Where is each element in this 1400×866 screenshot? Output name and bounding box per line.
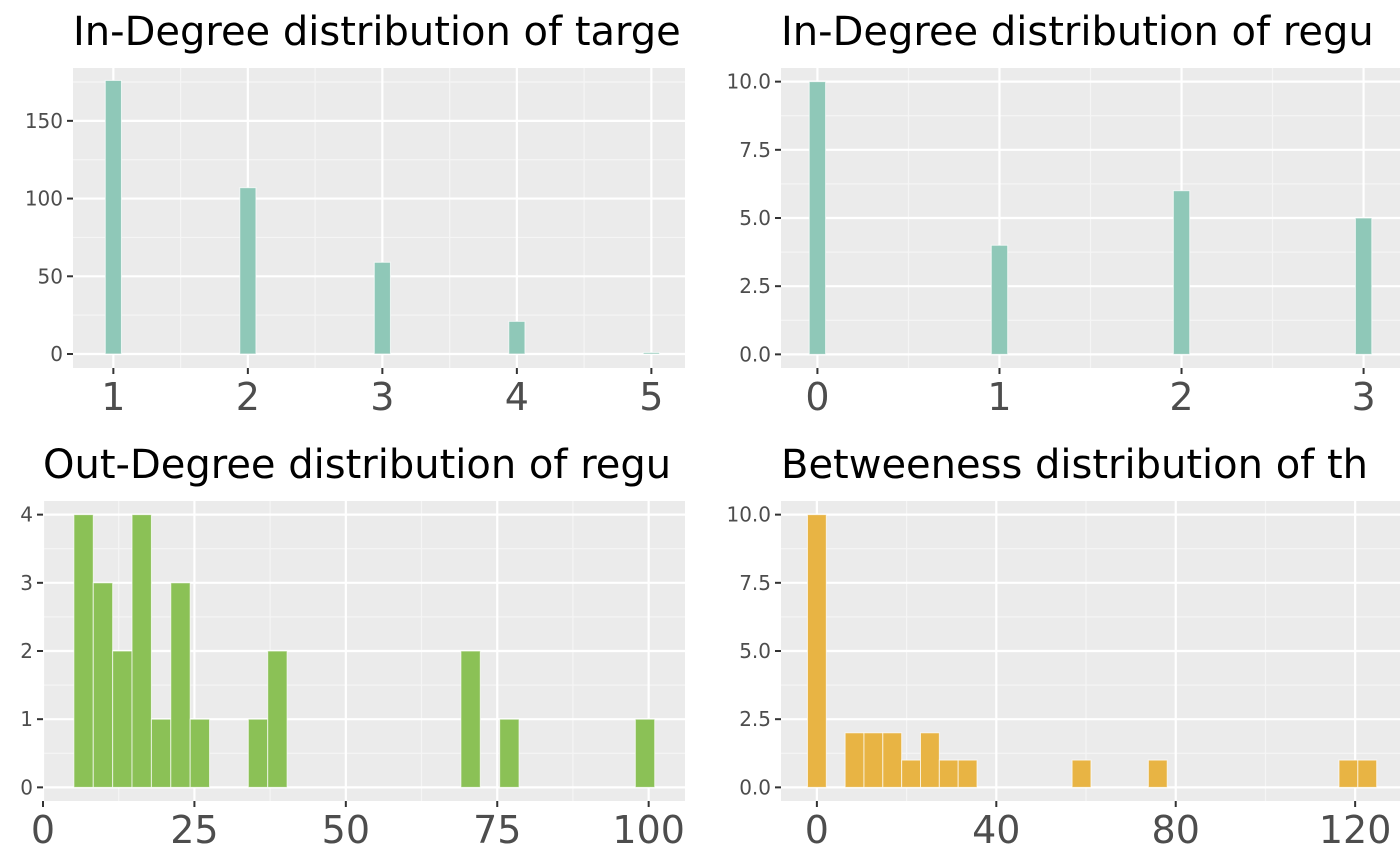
y-tick-label: 1 [20,707,33,731]
bar [1338,759,1359,788]
y-tick-label: 2 [20,639,33,663]
x-tick-label: 50 [322,808,370,852]
x-tick-label: 0 [31,808,55,852]
bar [806,514,827,788]
bar [901,759,921,788]
bars [104,79,660,355]
bars [808,81,1373,355]
y-tick-label: 3 [20,571,33,595]
bars [806,514,1378,788]
y-tick-label: 0.0 [739,775,771,799]
bar [863,732,884,788]
bar [634,718,656,788]
x-tick-label: 4 [505,375,529,419]
bar [189,718,211,788]
y-tick-label: 50 [38,264,63,288]
x-tick-label: 25 [170,808,218,852]
x-tick-label: 120 [1319,808,1392,852]
bar [919,732,940,788]
x-tick-label: 5 [639,375,663,419]
y-tick-label: 5.0 [739,639,771,663]
y-tick-label: 10.0 [726,503,771,527]
chart-title: Out-Degree distribution of regu [43,442,671,488]
y-tick-label: 7.5 [739,571,771,595]
bar [808,81,827,355]
x-tick-label: 80 [1152,808,1200,852]
chart-title: In-Degree distribution of regu [781,9,1374,55]
x-tick-label: 2 [236,375,260,419]
bar [131,514,152,788]
chart-title: Betweeness distribution of th [781,442,1368,488]
bar [150,718,172,788]
y-tick-label: 0 [50,342,63,366]
x-tick-label: 40 [972,808,1020,852]
bar [844,732,865,788]
bar [1354,217,1373,355]
bar [373,261,391,355]
x-tick-label: 75 [473,808,521,852]
y-tick-label: 0 [20,775,33,799]
bar [499,718,520,788]
panel-out-degree-regulators: 0 1 2 3 4 0 25 50 75 100 Out-Degree distribution o… [20,442,685,852]
bar [1071,759,1092,788]
bar [882,732,903,788]
bar [73,514,94,788]
bar [104,79,122,355]
bar [170,582,191,788]
bar [267,650,288,788]
x-tick-label: 3 [370,375,394,419]
bar [92,582,114,788]
bar [1147,759,1168,788]
bar [508,320,526,355]
x-tick-label: 0 [805,375,829,419]
y-tick-label: 0.0 [739,342,771,366]
y-tick-label: 150 [25,109,63,133]
x-tick-label: 0 [805,808,829,852]
x-tick-label: 100 [612,808,685,852]
x-tick-label: 3 [1351,375,1375,419]
bar [112,650,133,788]
bar [938,759,959,788]
bar [460,650,481,788]
bar [239,187,257,355]
x-tick-label: 1 [987,375,1011,419]
y-tick-label: 2.5 [739,707,771,731]
y-tick-label: 7.5 [739,138,771,162]
bar [1172,190,1191,355]
bar [642,351,660,355]
chart-title: In-Degree distribution of targe [73,9,681,55]
bar [957,759,978,788]
y-tick-label: 10.0 [726,70,771,94]
bar [990,244,1009,355]
bar [1357,759,1378,788]
y-tick-label: 100 [25,187,63,211]
panel-in-degree-regulators: 0.0 2.5 5.0 7.5 10.0 0 1 2 3 In-Degree distributi… [726,9,1400,419]
y-tick-label: 4 [20,503,33,527]
x-tick-label: 1 [101,375,125,419]
x-tick-label: 2 [1169,375,1193,419]
y-tick-label: 5.0 [739,206,771,230]
bar [247,718,269,788]
panel-betweenness: 0.0 2.5 5.0 7.5 10.0 0 40 80 120 Betweeness distr… [726,442,1400,852]
y-tick-label: 2.5 [739,274,771,298]
bars [73,514,656,788]
panel-in-degree-targets: 0 50 100 150 1 2 3 4 5 In-Degree distribution of … [25,9,685,419]
